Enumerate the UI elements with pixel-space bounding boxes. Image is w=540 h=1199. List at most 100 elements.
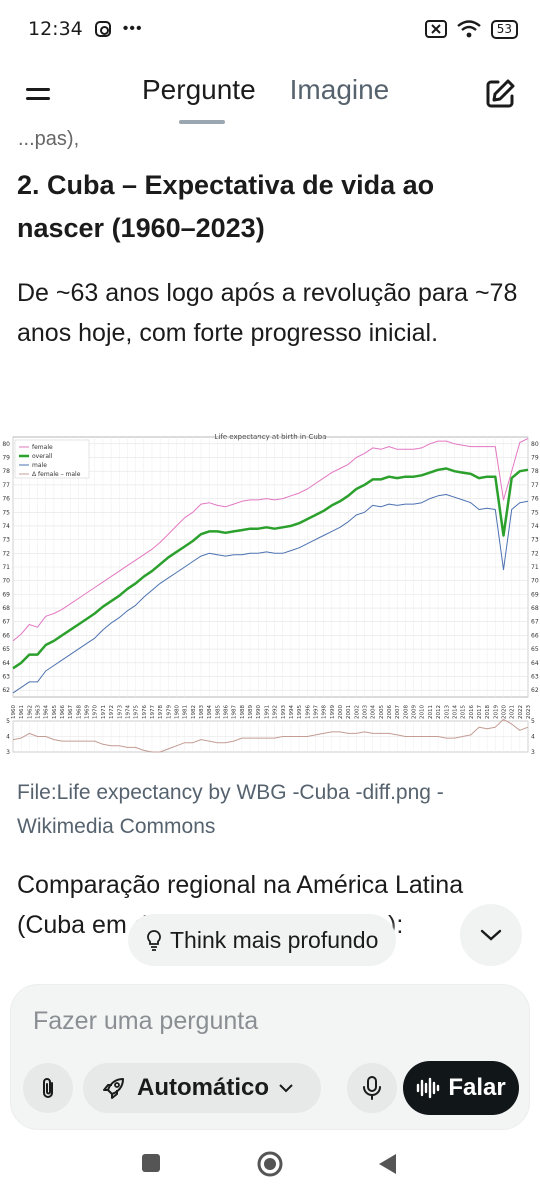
mode-selector[interactable]: Automático [83, 1063, 321, 1113]
legend-entry: overall [32, 453, 53, 460]
x-tick-label: 2012 [436, 705, 442, 719]
series-line-overall [12, 467, 529, 670]
speak-button[interactable]: Falar [403, 1061, 519, 1115]
image-source-link[interactable]: File:Life expectancy by WBG -Cuba -diff.… [17, 781, 444, 838]
x-tick-label: 2005 [379, 705, 385, 719]
wifi-icon [456, 20, 481, 38]
x-tick-label: 1975 [134, 705, 140, 719]
x-tick-label: 2014 [452, 705, 458, 719]
y-tick-label: 74 [2, 523, 10, 530]
y-tick-label: 73 [2, 537, 10, 544]
legend-box [14, 439, 90, 479]
app-header: Pergunte Imagine [0, 58, 540, 134]
y-tick-label: 71 [2, 564, 10, 571]
y-tick-label: 78 [2, 468, 10, 475]
chart-legend: female overall male Δ female – male [14, 439, 90, 479]
y-tick-label: 67 [2, 619, 10, 626]
y-tick-label-right: 70 [531, 578, 539, 585]
x-tick-label: 2006 [387, 705, 393, 719]
system-nav-bar [0, 1134, 540, 1199]
home-button[interactable] [256, 1150, 284, 1178]
diff-tick-label: 4 [6, 734, 10, 741]
x-tick-label: 2013 [444, 705, 450, 719]
x-tick-label: 1992 [273, 705, 279, 719]
y-tick-label-right: 79 [531, 455, 539, 462]
y-tick-label-right: 80 [531, 441, 539, 448]
y-tick-label: 62 [2, 687, 10, 694]
y-tick-label: 63 [2, 673, 10, 680]
diff-tick-label: 3 [6, 749, 10, 756]
y-tick-label: 68 [2, 605, 10, 612]
x-tick-label: 2007 [395, 705, 401, 719]
x-tick-label: 1970 [93, 705, 99, 719]
x-tick-label: 2020 [501, 705, 507, 719]
x-tick-label: 1965 [52, 705, 58, 719]
chevron-down-icon [279, 1083, 293, 1092]
section-title: 2. Cuba – Expectativa de vida ao nascer … [17, 170, 435, 243]
think-deeper-button[interactable]: Think mais profundo [128, 914, 397, 966]
paragraph: De ~63 anos logo após a revolução para ~… [17, 279, 518, 347]
x-tick-label: 1971 [101, 705, 107, 719]
x-tick-label: 1987 [232, 705, 238, 719]
x-tick-label: 2009 [412, 705, 418, 719]
x-tick-label: 1985 [215, 705, 221, 719]
y-tick-label-right: 68 [531, 605, 539, 612]
x-tick-label: 2010 [420, 705, 426, 719]
tab-pergunte[interactable]: Pergunte [142, 74, 256, 124]
x-tick-label: 1963 [36, 705, 42, 719]
microphone-icon [363, 1076, 381, 1100]
y-tick-label: 75 [2, 509, 10, 516]
question-input[interactable] [33, 1001, 503, 1041]
instagram-icon [94, 21, 111, 37]
x-tick-label: 2000 [338, 705, 344, 719]
x-tick-label: 1973 [117, 705, 123, 719]
x-tick-label: 1993 [281, 705, 287, 719]
edit-icon [486, 79, 515, 108]
x-tick-label: 1961 [19, 705, 25, 719]
back-button[interactable] [376, 1152, 398, 1176]
x-tick-label: 1986 [224, 705, 230, 719]
speak-label: Falar [448, 1074, 506, 1101]
x-tick-label: 2017 [477, 705, 483, 719]
y-tick-label: 72 [2, 550, 10, 557]
y-tick-label-right: 69 [531, 591, 539, 598]
menu-button[interactable] [24, 82, 54, 106]
x-tick-label: 1966 [60, 705, 66, 719]
y-tick-label: 70 [2, 578, 10, 585]
x-tick-label: 1974 [125, 705, 131, 719]
new-chat-button[interactable] [482, 76, 518, 112]
attach-button[interactable] [23, 1063, 73, 1113]
waveform-icon [417, 1077, 440, 1099]
x-tick-label: 1964 [44, 705, 50, 719]
x-tick-label: 1996 [305, 705, 311, 719]
diff-tick-label-right: 5 [531, 718, 535, 725]
x-tick-label: 1984 [207, 705, 213, 719]
y-tick-label-right: 72 [531, 550, 539, 557]
tab-imagine[interactable]: Imagine [289, 74, 390, 105]
composer: Automático Falar [10, 984, 530, 1130]
y-tick-label-right: 62 [531, 687, 539, 694]
rocket-icon [103, 1078, 124, 1099]
scroll-down-button[interactable] [460, 904, 522, 966]
x-tick-label: 1990 [256, 705, 262, 719]
y-tick-label: 76 [2, 496, 10, 503]
x-tick-label: 2018 [485, 705, 491, 719]
x-tick-label: 1981 [183, 705, 189, 719]
recents-button[interactable] [140, 1152, 162, 1174]
x-tick-label: 2016 [469, 705, 475, 719]
x-tick-label: 1988 [240, 705, 246, 719]
x-tick-label: 1972 [109, 705, 115, 719]
x-tick-label: 1977 [150, 705, 156, 719]
x-tick-label: 1982 [191, 705, 197, 719]
x-tick-label: 1980 [174, 705, 180, 719]
microphone-button[interactable] [347, 1063, 397, 1113]
mode-label: Automático [137, 1074, 269, 1101]
x-tick-label: 1969 [85, 705, 91, 719]
x-tick-label: 2022 [518, 705, 524, 719]
diff-tick-label-right: 3 [531, 749, 535, 756]
y-tick-label-right: 63 [531, 673, 539, 680]
y-tick-label: 69 [2, 591, 10, 598]
x-tick-label: 1998 [322, 705, 328, 719]
series-line-female-male [12, 718, 529, 753]
